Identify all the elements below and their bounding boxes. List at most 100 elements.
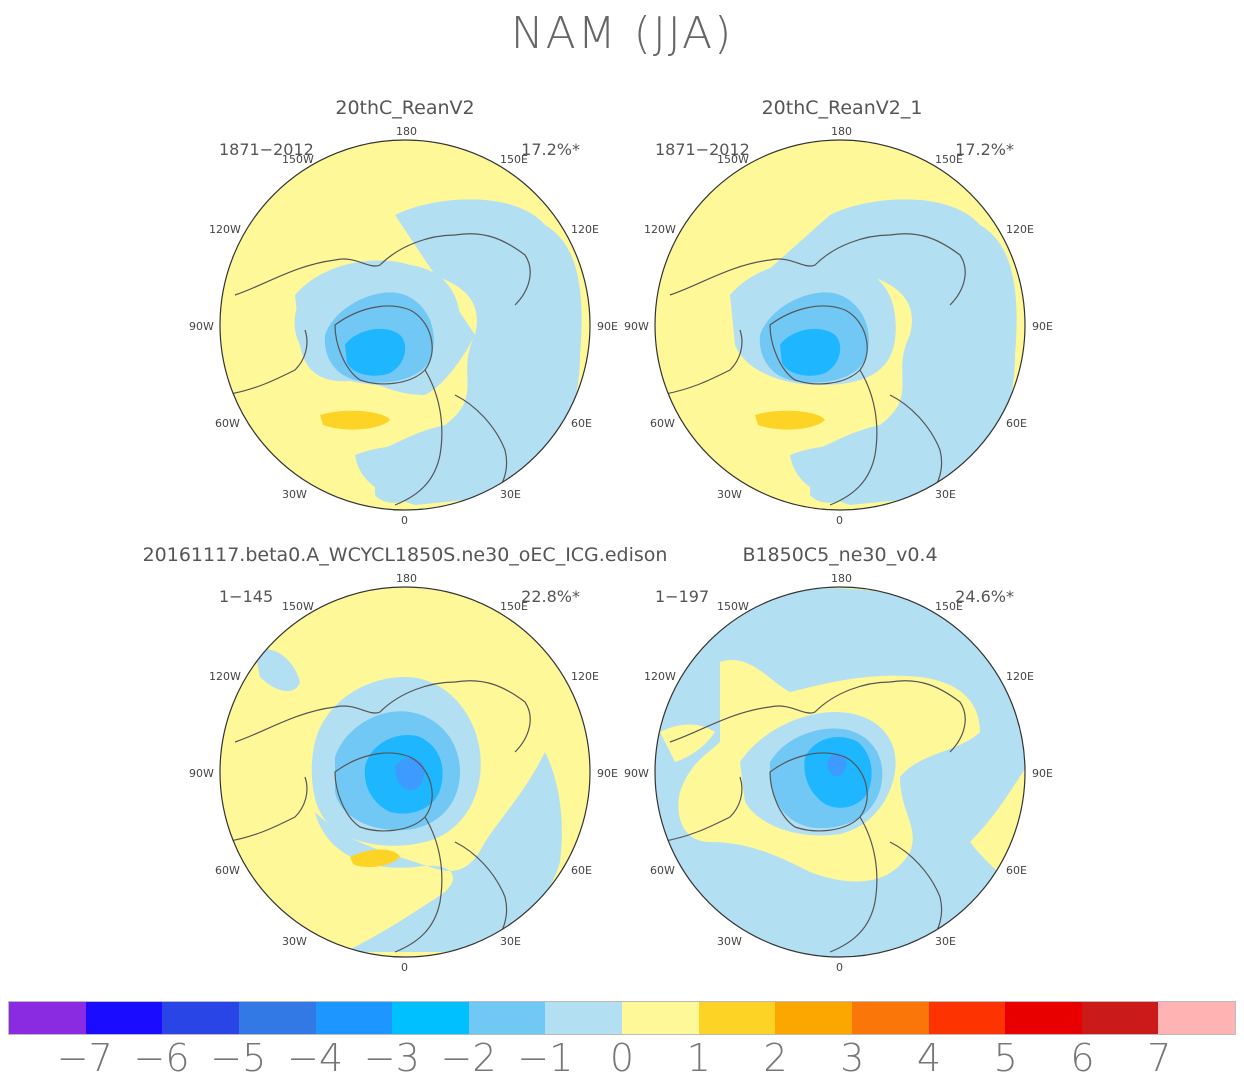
coastline: [334, 305, 433, 385]
positive-region: [660, 724, 715, 762]
colorbar-tick-label: 0: [609, 1036, 635, 1080]
colorbar-tick-label: −3: [363, 1036, 420, 1080]
lon-label: 60E: [571, 864, 592, 877]
lon-label: 0: [401, 961, 408, 974]
negative-region: [375, 474, 415, 503]
coastline: [224, 776, 308, 843]
colorbar-segment: [392, 1002, 469, 1034]
period-label: 1−197: [655, 587, 710, 606]
map-boundary: [219, 139, 591, 511]
panel-title: B1850C5_ne30_v0.4: [742, 544, 938, 566]
colorbar-tick-label: 3: [840, 1036, 865, 1080]
colorbar-tick-label: −7: [56, 1036, 113, 1080]
panel-title: 20161117.beta0.A_WCYCL1850S.ne30_oEC_ICG…: [142, 544, 668, 566]
colorbar-segment: [1005, 1002, 1082, 1034]
lon-label: 180: [396, 125, 417, 138]
colorbar-segment: [238, 1002, 316, 1034]
colorbar-tick-label: 4: [916, 1036, 942, 1080]
coastline: [769, 305, 868, 385]
negative-region: [740, 199, 1017, 505]
polar-map-4: [654, 586, 1026, 958]
colorbar-segment: [622, 1002, 699, 1034]
colorbar-segment: [1158, 1002, 1235, 1034]
colorbar-segment: [851, 1002, 929, 1034]
negative-region: [355, 445, 445, 469]
lon-label: 150W: [717, 600, 749, 613]
lon-label: 120E: [1006, 223, 1034, 236]
colorbar-tick-label: −6: [133, 1036, 190, 1080]
lon-label: 0: [836, 961, 843, 974]
coastline: [669, 233, 966, 306]
lon-label: 180: [831, 572, 852, 585]
lon-label: 60W: [650, 864, 675, 877]
lon-label: 0: [401, 514, 408, 527]
map-panel-4: B1850C5_ne30_v0.4 1−197 24.6%* 180 150W …: [620, 542, 1060, 982]
colorbar-tick-label: −5: [210, 1036, 267, 1080]
lon-label: 60W: [215, 864, 240, 877]
colorbar-segment: [698, 1002, 776, 1034]
lon-label: 30W: [717, 935, 742, 948]
lon-label: 150E: [500, 600, 528, 613]
lon-label: 60E: [1006, 864, 1027, 877]
colorbar-segment: [9, 1002, 86, 1034]
colorbar-segment: [162, 1002, 239, 1034]
lon-label: 0: [836, 514, 843, 527]
negative-region: [255, 649, 300, 692]
lon-label: 180: [831, 125, 852, 138]
colorbar-segment: [315, 1002, 393, 1034]
map-panel-3: 20161117.beta0.A_WCYCL1850S.ne30_oEC_ICG…: [143, 542, 668, 982]
lon-label: 30W: [717, 488, 742, 501]
variance-label: 24.6%*: [955, 587, 1014, 606]
lon-label: 120W: [644, 670, 676, 683]
map-panel-1: 20thC_ReanV2 1871−2012 17.2%* 180 150W 1…: [185, 95, 625, 535]
lon-label: 30E: [935, 935, 956, 948]
lon-label: 150W: [282, 600, 314, 613]
colorbar-tick-label: −1: [517, 1036, 574, 1080]
negative-core: [780, 328, 841, 376]
lon-label: 150E: [935, 600, 963, 613]
lon-label: 30E: [500, 935, 521, 948]
negative-region: [810, 474, 850, 503]
lon-label: 90W: [189, 320, 214, 333]
map-boundary: [654, 586, 1026, 958]
panel-title: 20thC_ReanV2: [335, 97, 475, 119]
colorbar-tick-label: −2: [440, 1036, 497, 1080]
polar-map-1: [219, 139, 591, 511]
lon-label: 150W: [282, 153, 314, 166]
colorbar-tick-label: 6: [1070, 1036, 1095, 1080]
map-panel-2: 20thC_ReanV2_1 1871−2012 17.2%* 180 150W…: [620, 95, 1060, 535]
colorbar-segment: [1081, 1002, 1159, 1034]
negative-region: [790, 445, 880, 469]
negative-peak: [827, 754, 847, 777]
coastline: [829, 816, 878, 953]
variance-label: 17.2%*: [521, 140, 580, 159]
lon-label: 150E: [500, 153, 528, 166]
lon-label: 90E: [597, 767, 618, 780]
coastline: [769, 752, 868, 832]
panel-title: 20thC_ReanV2_1: [761, 97, 923, 119]
negative-core: [345, 328, 406, 376]
polar-map-2: [654, 139, 1026, 511]
lon-label: 120E: [571, 670, 599, 683]
coastline: [224, 329, 308, 396]
map-boundary: [654, 139, 1026, 511]
lon-label: 30W: [282, 488, 307, 501]
positive-region: [350, 849, 400, 868]
coastline: [234, 680, 531, 753]
coastline: [334, 752, 433, 832]
colorbar-tick-label: −4: [286, 1036, 344, 1080]
lon-label: 90E: [1032, 320, 1053, 333]
variance-label: 17.2%*: [955, 140, 1014, 159]
lon-label: 90W: [624, 320, 649, 333]
figure-title: NAM (JJA): [510, 8, 734, 59]
lon-label: 120W: [209, 670, 241, 683]
negative-peak: [395, 757, 425, 791]
lon-label: 90W: [189, 767, 214, 780]
lon-label: 30E: [500, 488, 521, 501]
coastline: [669, 680, 966, 753]
colorbar-segment: [775, 1002, 852, 1034]
lon-label: 60W: [650, 417, 675, 430]
colorbar: [8, 1001, 1236, 1035]
colorbar-segment: [928, 1002, 1006, 1034]
lon-label: 90E: [1032, 767, 1053, 780]
